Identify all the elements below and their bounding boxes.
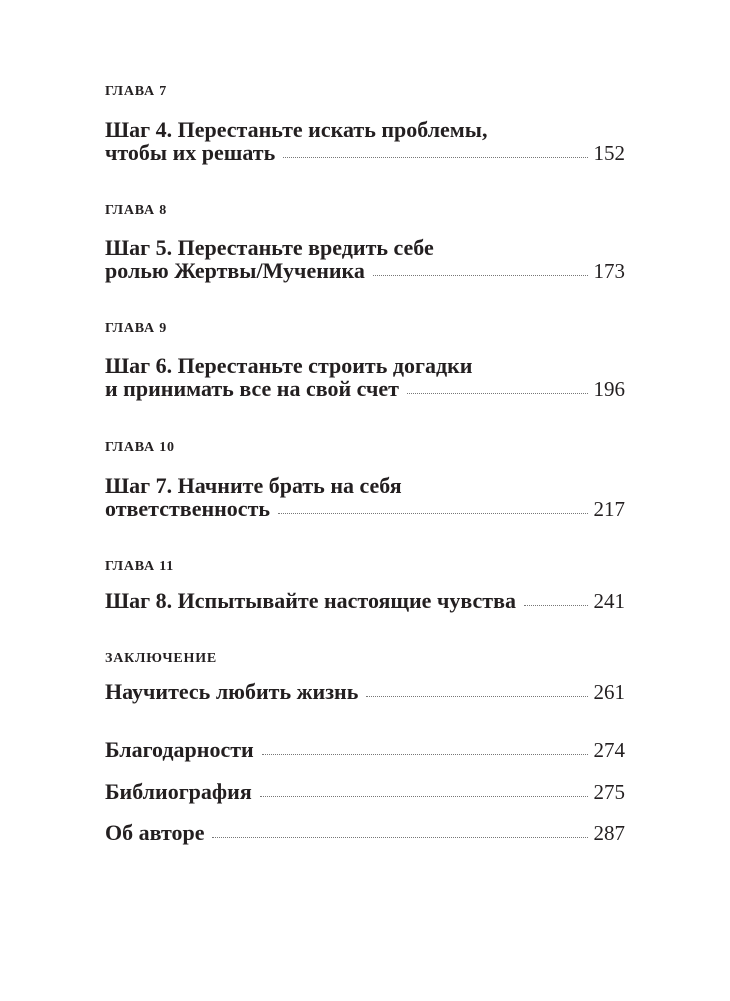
page-number: 274 (593, 738, 626, 762)
entry-title: Научитесь любить жизнь (105, 679, 359, 704)
entry-title-line: Шаг 4. Перестаньте искать проблемы, (105, 117, 488, 142)
entry-title: ответственность (105, 496, 271, 521)
chapter-label: ГЛАВА 9 (105, 321, 168, 336)
entry-title-line: Шаг 5. Перестаньте вредить себе (105, 235, 434, 260)
entry-title: ролью Жертвы/Мученика (105, 258, 365, 283)
dot-leader (212, 837, 588, 838)
page-number: 287 (593, 821, 626, 845)
page-number: 241 (593, 589, 626, 613)
toc-entry[interactable]: и принимать все на свой счет 196 (105, 377, 625, 401)
dot-leader (523, 605, 588, 606)
dot-leader (406, 393, 588, 394)
dot-leader (366, 696, 588, 697)
toc-entry[interactable]: Библиография 275 (105, 780, 625, 804)
toc-entry[interactable]: Научитесь любить жизнь 261 (105, 680, 625, 704)
chapter-label: ГЛАВА 10 (105, 440, 175, 455)
entry-title: Шаг 8. Испытывайте настоящие чувства (105, 588, 516, 613)
page-number: 196 (593, 377, 626, 401)
toc-entry[interactable]: ролью Жертвы/Мученика 173 (105, 259, 625, 283)
dot-leader (372, 275, 588, 276)
dot-leader (278, 513, 588, 514)
chapter-label: ГЛАВА 11 (105, 559, 175, 574)
dot-leader (283, 157, 588, 158)
page-number: 275 (593, 780, 626, 804)
page-number: 217 (593, 497, 626, 521)
dot-leader (261, 754, 588, 755)
entry-title: чтобы их решать (105, 140, 276, 165)
entry-title: Библиография (105, 779, 252, 804)
toc-entry[interactable]: Благодарности 274 (105, 738, 625, 762)
chapter-label: ЗАКЛЮЧЕНИЕ (105, 651, 218, 666)
entry-title: и принимать все на свой счет (105, 376, 399, 401)
toc-entry[interactable]: Шаг 8. Испытывайте настоящие чувства 241 (105, 589, 625, 613)
toc-entry[interactable]: Об авторе 287 (105, 821, 625, 845)
page-number: 261 (593, 680, 626, 704)
page-number: 173 (593, 259, 626, 283)
entry-title-line: Шаг 7. Начните брать на себя (105, 473, 402, 498)
entry-title: Об авторе (105, 820, 205, 845)
toc-entry[interactable]: чтобы их решать 152 (105, 141, 625, 165)
entry-title: Благодарности (105, 737, 254, 762)
toc-entry[interactable]: ответственность 217 (105, 497, 625, 521)
page-number: 152 (593, 141, 626, 165)
dot-leader (259, 796, 588, 797)
entry-title-line: Шаг 6. Перестаньте строить догадки (105, 353, 473, 378)
chapter-label: ГЛАВА 8 (105, 203, 168, 218)
chapter-label: ГЛАВА 7 (105, 84, 168, 99)
